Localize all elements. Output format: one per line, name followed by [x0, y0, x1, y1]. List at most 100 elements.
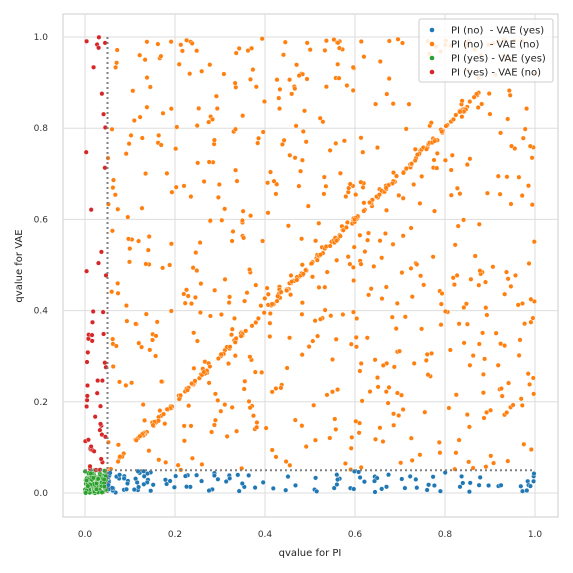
point-pi-no-vae-no [498, 130, 504, 136]
point-pi-no-vae-no [226, 300, 232, 306]
point-pi-no-vae-no [265, 210, 271, 216]
point-pi-no-vae-no [296, 73, 302, 79]
point-pi-no-vae-no [340, 312, 346, 318]
point-pi-no-vae-no [372, 357, 378, 363]
point-pi-no-vae-no [253, 84, 259, 90]
point-pi-no-vae-yes [206, 488, 212, 494]
point-pi-no-vae-no [318, 316, 324, 322]
y-tick-label: 0.2 [34, 398, 48, 408]
point-pi-no-vae-no [241, 235, 247, 241]
point-pi-no-vae-no [344, 82, 350, 88]
point-pi-no-vae-no [359, 398, 365, 404]
point-pi-no-vae-no [349, 434, 355, 440]
point-pi-no-vae-yes [486, 483, 492, 489]
point-pi-no-vae-no [411, 181, 417, 187]
point-pi-no-vae-no [173, 146, 179, 152]
point-pi-no-vae-no [379, 255, 385, 261]
point-pi-no-vae-no [483, 464, 489, 470]
point-pi-no-vae-no [269, 301, 275, 307]
point-pi-no-vae-yes [351, 486, 357, 492]
point-pi-no-vae-yes [407, 473, 413, 479]
point-pi-no-vae-no [472, 253, 478, 259]
point-pi-no-vae-yes [399, 476, 405, 482]
point-pi-no-vae-no [528, 447, 534, 453]
point-pi-no-vae-no [390, 241, 396, 247]
point-pi-no-vae-no [493, 330, 499, 336]
point-pi-no-vae-no [109, 126, 115, 132]
point-pi-no-vae-no [142, 57, 148, 63]
point-pi-no-vae-yes [430, 474, 436, 480]
point-pi-no-vae-no [333, 336, 339, 342]
point-pi-no-vae-no [506, 88, 512, 94]
point-pi-no-vae-no [430, 254, 436, 260]
point-pi-yes-vae-yes [84, 477, 90, 483]
point-pi-no-vae-no [300, 271, 306, 277]
point-pi-no-vae-no [348, 341, 354, 347]
point-pi-no-vae-no [466, 459, 472, 465]
legend-marker-blue [429, 27, 435, 33]
point-pi-no-vae-yes [331, 485, 337, 491]
point-pi-no-vae-no [137, 433, 143, 439]
point-pi-no-vae-yes [518, 483, 524, 489]
point-pi-no-vae-no [142, 417, 148, 423]
point-pi-no-vae-no [429, 350, 435, 356]
point-pi-no-vae-yes [144, 471, 150, 477]
point-pi-no-vae-no [304, 76, 310, 82]
point-pi-no-vae-no [309, 260, 315, 266]
point-pi-no-vae-no [423, 357, 429, 363]
point-pi-no-vae-no [181, 438, 187, 444]
point-pi-no-vae-no [191, 330, 197, 336]
point-pi-yes-vae-no [92, 414, 98, 420]
point-pi-no-vae-no [340, 227, 346, 233]
point-pi-yes-vae-no [85, 349, 91, 355]
point-pi-no-vae-no [454, 185, 460, 191]
point-pi-no-vae-no [255, 140, 261, 146]
point-pi-no-vae-no [367, 199, 373, 205]
y-tick-label: 0.4 [34, 307, 49, 317]
point-pi-no-vae-no [530, 375, 536, 381]
point-pi-no-vae-no [230, 228, 236, 234]
point-pi-no-vae-no [233, 167, 239, 173]
point-pi-no-vae-no [143, 311, 149, 317]
point-pi-no-vae-no [158, 53, 164, 59]
point-pi-no-vae-no [396, 192, 402, 198]
point-pi-no-vae-no [459, 114, 465, 120]
point-pi-no-vae-no [234, 178, 240, 184]
point-pi-no-vae-no [155, 41, 161, 47]
point-pi-yes-vae-no [91, 448, 97, 454]
point-pi-no-vae-no [114, 47, 120, 53]
point-pi-no-vae-yes [314, 488, 320, 494]
point-pi-no-vae-no [477, 268, 483, 274]
point-pi-no-vae-no [187, 71, 193, 77]
point-pi-no-vae-no [335, 40, 341, 46]
point-pi-no-vae-no [461, 305, 467, 311]
point-pi-no-vae-yes [357, 475, 363, 481]
point-pi-no-vae-no [176, 61, 182, 67]
point-pi-no-vae-yes [184, 484, 190, 490]
point-pi-no-vae-no [354, 316, 360, 322]
point-pi-no-vae-yes [498, 482, 504, 488]
point-pi-no-vae-no [240, 208, 246, 214]
point-pi-no-vae-yes [235, 472, 241, 478]
point-pi-no-vae-no [115, 280, 121, 286]
point-pi-no-vae-no [156, 457, 162, 463]
point-pi-no-vae-no [483, 279, 489, 285]
point-pi-no-vae-no [521, 441, 527, 447]
point-pi-no-vae-no [207, 364, 213, 370]
point-pi-yes-vae-yes [88, 471, 94, 477]
point-pi-no-vae-no [247, 267, 253, 273]
point-pi-no-vae-no [314, 257, 320, 263]
point-pi-no-vae-no [379, 296, 385, 302]
point-pi-yes-vae-no [88, 444, 94, 450]
point-pi-no-vae-no [294, 277, 300, 283]
point-pi-no-vae-no [450, 275, 456, 281]
point-pi-no-vae-no [273, 191, 279, 197]
point-pi-no-vae-no [113, 64, 119, 70]
point-pi-yes-vae-no [98, 249, 104, 255]
point-pi-no-vae-no [504, 410, 510, 416]
point-pi-no-vae-no [352, 216, 358, 222]
point-pi-no-vae-no [353, 344, 359, 350]
point-pi-no-vae-no [428, 120, 434, 126]
y-tick-label: 0.0 [34, 489, 49, 499]
point-pi-yes-vae-no [95, 260, 101, 266]
